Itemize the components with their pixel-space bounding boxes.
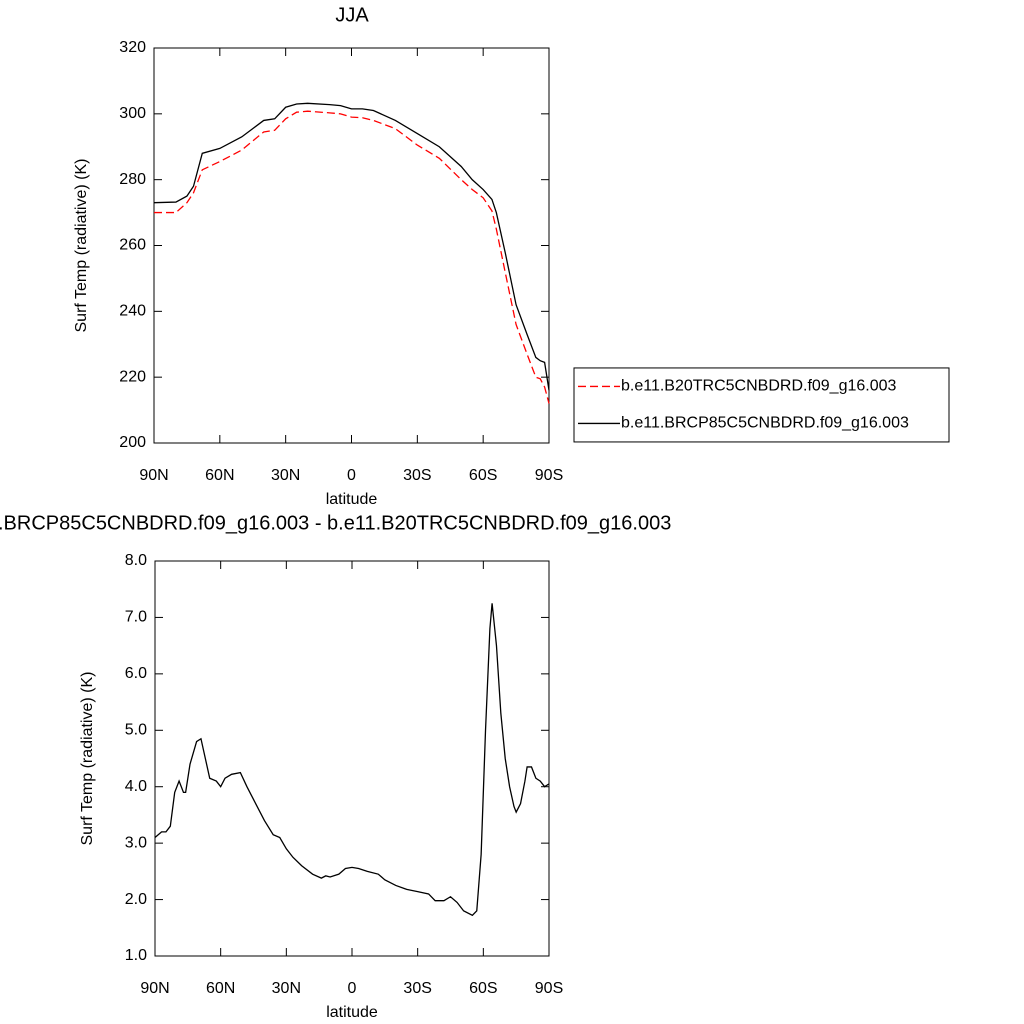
- y-tick-label: 2.0: [125, 891, 147, 908]
- x-tick-label: 60N: [205, 467, 234, 484]
- plot-frame: [154, 560, 550, 957]
- data-line: [154, 110, 550, 404]
- x-tick-label: 0: [347, 467, 356, 484]
- data-line: [154, 603, 550, 917]
- x-axis-label: latitude: [326, 1004, 378, 1021]
- x-tick-label: 30N: [272, 980, 301, 997]
- y-tick-label: 320: [119, 39, 146, 56]
- y-tick-label: 5.0: [125, 722, 147, 739]
- x-tick-label: 30N: [271, 467, 300, 484]
- x-tick-label: 60N: [206, 980, 235, 997]
- y-tick-label: 6.0: [125, 665, 147, 682]
- x-tick-label: 30S: [403, 980, 431, 997]
- plot-frame: [153, 47, 550, 444]
- y-tick-label: 220: [119, 368, 146, 385]
- y-tick-label: 3.0: [125, 834, 147, 851]
- chart-title: JJA: [335, 4, 369, 26]
- y-tick-label: 300: [119, 105, 146, 122]
- y-tick-label: 200: [119, 434, 146, 451]
- data-line: [153, 102, 550, 391]
- y-tick-label: 280: [119, 171, 146, 188]
- x-tick-label: 90N: [139, 467, 168, 484]
- x-tick-label: 90S: [535, 980, 563, 997]
- y-tick-label: 7.0: [125, 609, 147, 626]
- legend-label: b.e11.BRCP85C5CNBDRD.f09_g16.003: [621, 415, 909, 432]
- x-tick-label: 60S: [469, 980, 497, 997]
- x-tick-label: 90S: [535, 467, 563, 484]
- x-tick-label: 90N: [140, 980, 169, 997]
- y-axis-label: Surf Temp (radiative) (K): [79, 672, 96, 846]
- y-tick-label: 1.0: [125, 947, 147, 964]
- legend-label: b.e11.B20TRC5CNBDRD.f09_g16.003: [621, 378, 897, 395]
- chart-title: .BRCP85C5CNBDRD.f09_g16.003 - b.e11.B20T…: [0, 512, 671, 534]
- x-axis-label: latitude: [326, 491, 378, 508]
- x-tick-label: 0: [348, 980, 357, 997]
- y-tick-label: 260: [119, 237, 146, 254]
- x-tick-label: 60S: [469, 467, 497, 484]
- y-axis-label: Surf Temp (radiative) (K): [73, 159, 90, 333]
- y-tick-label: 4.0: [125, 778, 147, 795]
- y-tick-label: 240: [119, 303, 146, 320]
- x-tick-label: 30S: [403, 467, 431, 484]
- y-tick-label: 8.0: [125, 552, 147, 569]
- legend-box: [573, 367, 950, 443]
